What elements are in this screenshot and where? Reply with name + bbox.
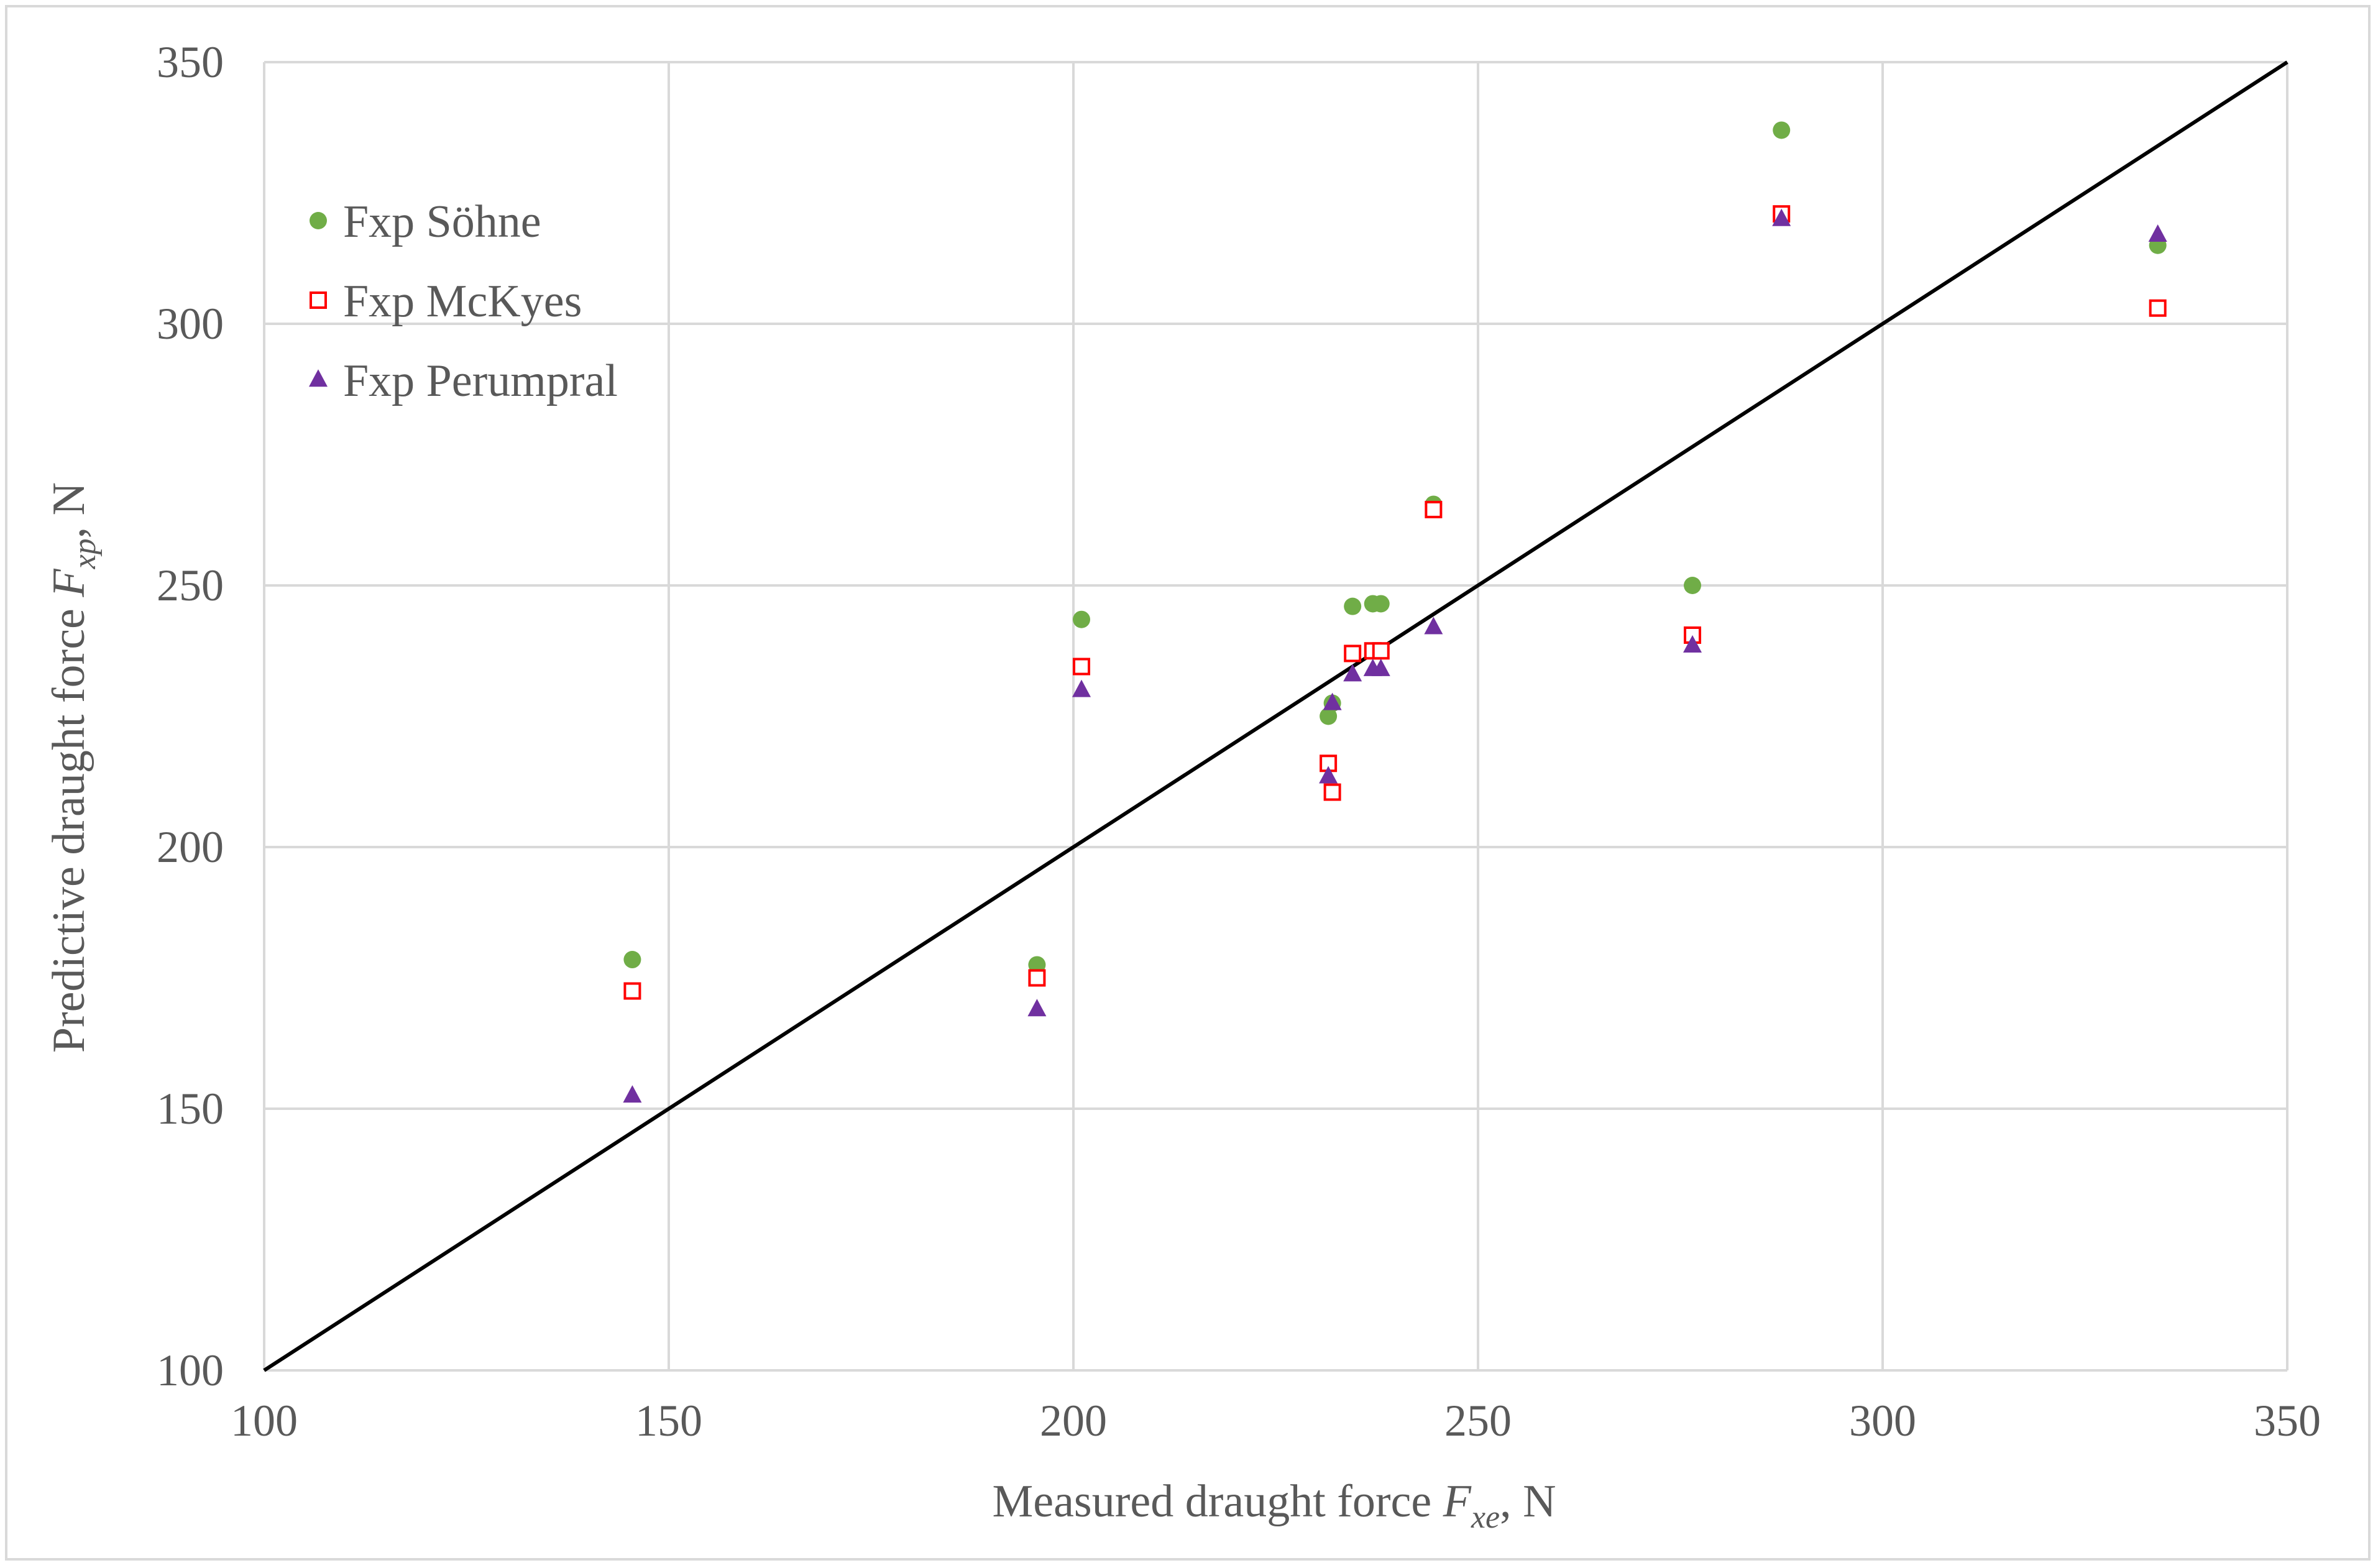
grid-lines xyxy=(263,61,2288,1372)
y-tick-label: 300 xyxy=(157,299,224,349)
data-point xyxy=(1323,692,1342,710)
data-point xyxy=(1372,642,1390,660)
series-circle xyxy=(623,121,2167,974)
data-point xyxy=(1323,783,1341,801)
data-point xyxy=(1072,679,1091,697)
data-point xyxy=(1344,644,1362,663)
data-point xyxy=(1772,208,1791,226)
y-axis-title-main: Predictive draught force xyxy=(44,597,94,1053)
y-axis-title-subscript: xp xyxy=(67,538,103,569)
x-axis-title-subscript: xe xyxy=(1471,1500,1500,1535)
legend-marker xyxy=(310,291,327,309)
data-point xyxy=(1319,766,1338,784)
data-point xyxy=(1425,500,1443,518)
legend-marker xyxy=(310,212,327,229)
data-point xyxy=(1344,597,1362,615)
x-tick-label: 300 xyxy=(1849,1396,1916,1446)
y-tick-label: 150 xyxy=(157,1084,224,1134)
data-point xyxy=(623,1085,642,1103)
x-tick-label: 250 xyxy=(1444,1396,1512,1446)
legend-marker xyxy=(309,369,328,387)
x-tick-label: 200 xyxy=(1040,1396,1107,1446)
data-point xyxy=(1773,121,1791,139)
data-point xyxy=(1343,664,1362,682)
reference-line-group xyxy=(263,60,2288,1372)
data-point xyxy=(1073,610,1091,628)
data-point xyxy=(1073,658,1091,676)
y-tick-label: 200 xyxy=(157,822,224,872)
legend-label: Fxp McKyes xyxy=(343,276,582,327)
data-point xyxy=(1028,956,1046,974)
data-point xyxy=(1684,577,1702,594)
y-axis-title-unit: , N xyxy=(44,482,94,538)
legend: Fxp Söhne Fxp McKyes Fxp Perumpral xyxy=(309,196,618,406)
legend-label: Fxp Perumpral xyxy=(343,355,618,406)
x-axis-title-unit: , N xyxy=(1500,1476,1556,1527)
x-tick-label: 100 xyxy=(231,1396,298,1446)
legend-label: Fxp Söhne xyxy=(343,196,541,247)
tick-labels: 100 150 200 250 300 350 100 150 200 250 300 350 xyxy=(157,37,2321,1446)
x-axis-title-symbol: F xyxy=(1443,1476,1472,1527)
reference-line xyxy=(263,60,2288,1372)
y-tick-label: 250 xyxy=(157,561,224,610)
data-point xyxy=(1372,595,1390,613)
series-square-open xyxy=(623,205,2167,1000)
x-axis-title-main: Measured draught force xyxy=(992,1476,1443,1527)
data-point xyxy=(1424,617,1443,635)
data-point xyxy=(1371,658,1390,676)
x-tick-label: 150 xyxy=(635,1396,702,1446)
data-point xyxy=(2149,299,2167,317)
x-axis-title: Measured draught force Fxe, N xyxy=(992,1476,1556,1535)
y-tick-label: 350 xyxy=(157,37,224,87)
y-axis-title: Predictive draught force Fxp, N xyxy=(44,482,103,1053)
y-axis-title-symbol: F xyxy=(44,569,94,598)
data-point xyxy=(1028,969,1046,987)
data-point xyxy=(2148,224,2167,242)
data-point xyxy=(623,982,641,1000)
data-points xyxy=(623,121,2167,1103)
data-point xyxy=(623,951,641,969)
data-point xyxy=(1683,635,1702,653)
data-point xyxy=(1320,707,1338,725)
x-tick-label: 350 xyxy=(2254,1396,2321,1446)
series-triangle xyxy=(623,208,2167,1103)
data-point xyxy=(1027,999,1047,1017)
y-tick-label: 100 xyxy=(157,1346,224,1395)
